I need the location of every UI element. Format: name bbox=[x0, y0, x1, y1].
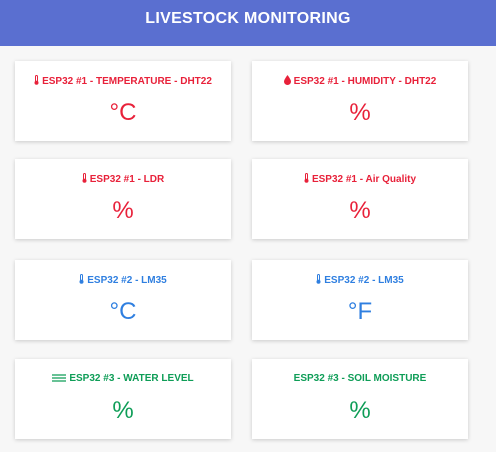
card-label: ESP32 #2 - LM35 bbox=[252, 274, 468, 286]
thermometer-icon bbox=[79, 274, 84, 284]
card-label-text: ESP32 #3 - WATER LEVEL bbox=[69, 373, 194, 384]
card-label: ESP32 #1 - Air Quality bbox=[252, 173, 468, 185]
page-title: LIVESTOCK MONITORING bbox=[145, 10, 351, 27]
card-label: ESP32 #2 - LM35 bbox=[15, 274, 231, 286]
card-label-text: ESP32 #1 - TEMPERATURE - DHT22 bbox=[42, 76, 212, 87]
thermometer-icon bbox=[34, 75, 39, 85]
reading-unit: °F bbox=[347, 298, 373, 325]
card-soil-moisture: ESP32 #3 - SOIL MOISTURE % bbox=[252, 359, 468, 439]
card-label-text: ESP32 #1 - Air Quality bbox=[311, 174, 417, 185]
reading-unit: % bbox=[349, 197, 371, 224]
card-ldr: ESP32 #1 - LDR % bbox=[15, 159, 231, 239]
water-level-icon bbox=[52, 374, 67, 382]
reading-unit: % bbox=[112, 197, 134, 224]
card-label-text: ESP32 #2 - LM35 bbox=[87, 275, 167, 286]
card-label: ESP32 #1 - TEMPERATURE - DHT22 bbox=[15, 75, 231, 87]
thermometer-icon bbox=[316, 274, 321, 284]
thermometer-icon bbox=[82, 173, 87, 183]
reading-unit: % bbox=[349, 397, 371, 424]
header-bar: LIVESTOCK MONITORING bbox=[0, 0, 496, 46]
card-humidity-dht22: ESP32 #1 - HUMIDITY - DHT22 % bbox=[252, 61, 468, 141]
card-label-text: ESP32 #2 - LM35 bbox=[324, 275, 404, 286]
card-lm35-fahrenheit: ESP32 #2 - LM35 °F bbox=[252, 260, 468, 340]
card-temperature-dht22: ESP32 #1 - TEMPERATURE - DHT22 °C bbox=[15, 61, 231, 141]
card-label: ESP32 #3 - SOIL MOISTURE bbox=[252, 373, 468, 384]
card-label-text: ESP32 #3 - SOIL MOISTURE bbox=[293, 373, 427, 384]
droplet-icon bbox=[283, 75, 291, 85]
card-water-level: ESP32 #3 - WATER LEVEL % bbox=[15, 359, 231, 439]
thermometer-icon bbox=[304, 173, 309, 183]
reading-unit: °C bbox=[109, 99, 137, 126]
card-label: ESP32 #3 - WATER LEVEL bbox=[15, 373, 231, 384]
card-label: ESP32 #1 - LDR bbox=[15, 173, 231, 185]
reading-unit: °C bbox=[109, 298, 137, 325]
card-label-text: ESP32 #1 - LDR bbox=[89, 174, 165, 185]
card-air-quality: ESP32 #1 - Air Quality % bbox=[252, 159, 468, 239]
reading-unit: % bbox=[112, 397, 134, 424]
card-lm35-celsius: ESP32 #2 - LM35 °C bbox=[15, 260, 231, 340]
card-label-text: ESP32 #1 - HUMIDITY - DHT22 bbox=[293, 76, 437, 87]
reading-unit: % bbox=[349, 99, 371, 126]
card-label: ESP32 #1 - HUMIDITY - DHT22 bbox=[252, 75, 468, 87]
